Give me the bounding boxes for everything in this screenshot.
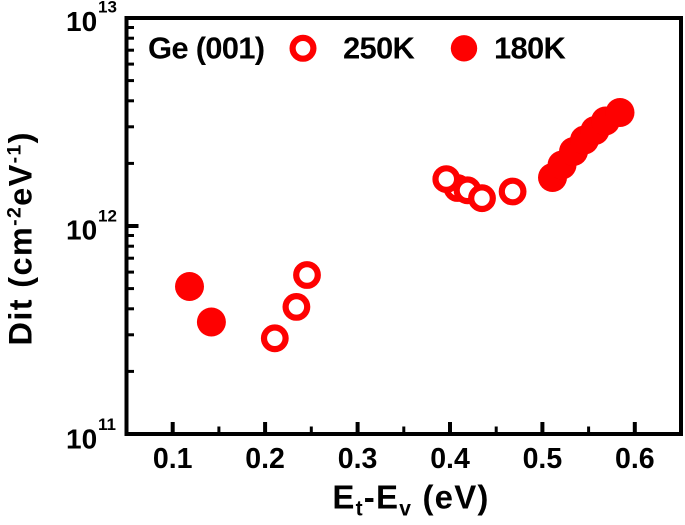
svg-text:0.2: 0.2 [245,443,285,475]
svg-text:11: 11 [98,415,116,434]
svg-text:0.5: 0.5 [523,443,563,475]
svg-text:10: 10 [66,6,97,37]
svg-text:0.3: 0.3 [338,443,378,475]
svg-text:180K: 180K [494,31,566,66]
svg-text:0.4: 0.4 [430,443,470,475]
svg-text:0.6: 0.6 [615,443,655,475]
svg-text:Dit (cm-2eV-1): Dit (cm-2eV-1) [3,131,39,345]
svg-text:Ge (001): Ge (001) [148,31,264,66]
svg-text:13: 13 [98,0,117,17]
svg-text:250K: 250K [343,31,415,66]
svg-text:0.1: 0.1 [153,443,193,475]
svg-text:10: 10 [66,215,97,246]
svg-text:10: 10 [66,423,97,454]
svg-text:12: 12 [98,206,117,225]
